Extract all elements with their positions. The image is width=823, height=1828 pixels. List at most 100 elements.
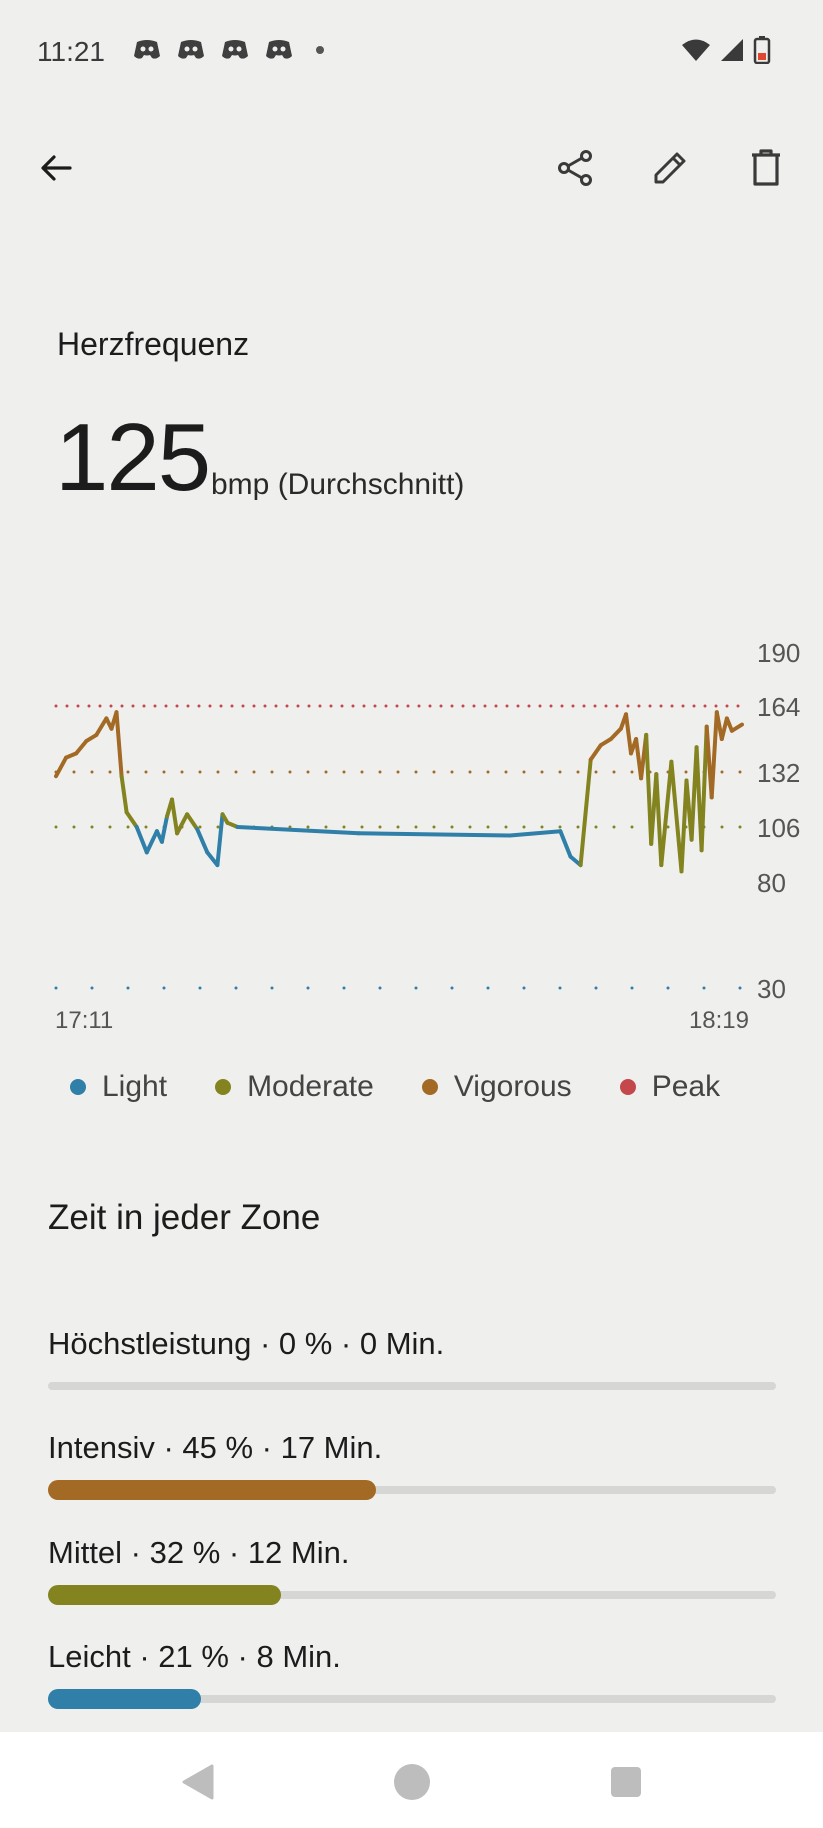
average-heart-rate-value: 125: [55, 404, 211, 511]
discord-icon: [222, 40, 248, 59]
edit-button[interactable]: [642, 140, 698, 196]
heart-rate-line-segment: [134, 825, 149, 855]
chart-legend: Light Moderate Vigorous Peak: [70, 1070, 768, 1104]
heart-rate-line-segment: [114, 710, 124, 779]
legend-item-peak: Peak: [619, 1070, 721, 1104]
heart-rate-line-segment: [624, 712, 633, 756]
y-tick-label: 164: [757, 692, 800, 722]
heart-rate-line-segment: [94, 716, 109, 737]
nav-recents-button[interactable]: [604, 1760, 648, 1804]
heart-rate-line-segment: [719, 716, 729, 741]
zone-progress-fill: [48, 1585, 281, 1605]
zone-progress-fill: [48, 1480, 376, 1500]
heart-rate-line-segment: [659, 759, 674, 868]
zone-progress-track: [48, 1585, 776, 1605]
legend-dot: [619, 1079, 636, 1095]
heart-rate-line-segment: [356, 831, 512, 838]
edit-pencil-icon: [654, 152, 686, 184]
heart-rate-line-segment: [144, 829, 159, 855]
zone-intensive: Intensiv · 45 % · 17 Min.: [48, 1430, 776, 1500]
y-tick-label: 80: [757, 868, 786, 898]
status-bar: 11:21: [0, 0, 823, 105]
heart-rate-line-segment: [679, 778, 689, 874]
toolbar: [0, 130, 823, 210]
heart-rate-line-segment: [119, 774, 129, 815]
heart-rate-line-segment: [195, 827, 210, 855]
nav-home-button[interactable]: [390, 1760, 434, 1804]
notification-icons: [132, 38, 324, 62]
heart-rate-chart[interactable]: 190 164 132 106 80 30 17:11 18:19: [0, 620, 823, 1040]
heart-rate-line-segment: [588, 743, 603, 762]
legend-dot: [421, 1079, 438, 1095]
system-icons: [681, 36, 771, 64]
heart-rate-line-segment: [608, 726, 623, 741]
legend-label: Peak: [651, 1070, 721, 1103]
legend-item-vigorous: Vigorous: [421, 1070, 572, 1104]
system-nav-bar: [0, 1732, 823, 1828]
zone-progress-track: [48, 1382, 776, 1390]
wifi-icon: [682, 39, 710, 61]
nav-home-icon: [394, 1764, 430, 1800]
zone-label: Intensiv · 45 % · 17 Min.: [48, 1430, 383, 1465]
discord-icon: [266, 40, 292, 59]
x-axis-start-label: 17:11: [55, 1007, 113, 1034]
heart-rate-line-segment: [185, 812, 200, 832]
heart-rate-line-segment: [729, 722, 744, 733]
zone-label: Höchstleistung · 0 % · 0 Min.: [48, 1326, 445, 1361]
y-tick-label: 132: [757, 758, 800, 788]
legend-label: Light: [102, 1070, 168, 1103]
zone-progress-track: [48, 1689, 776, 1709]
zone-progress-fill: [48, 1689, 201, 1709]
legend-label: Vigorous: [453, 1070, 572, 1103]
heart-rate-line-segment: [578, 757, 593, 868]
heart-rate-line-segment: [724, 716, 734, 733]
heart-rate-line-segment: [709, 710, 719, 800]
zone-light: Leicht · 21 % · 8 Min.: [48, 1639, 776, 1709]
zone-label: Mittel · 32 % · 12 Min.: [48, 1535, 350, 1570]
heart-rate-line-segment: [74, 739, 89, 756]
zone-moderate: Mittel · 32 % · 12 Min.: [48, 1535, 776, 1605]
average-heart-rate-unit: bmp (Durchschnitt): [211, 468, 465, 501]
heart-rate-line-segment: [54, 755, 69, 779]
heart-rate-line-segment: [124, 810, 139, 829]
x-axis-end-label: 18:19: [689, 1007, 749, 1034]
back-arrow-icon: [41, 155, 72, 181]
delete-trash-icon: [752, 149, 780, 186]
legend-label: Moderate: [247, 1070, 374, 1103]
nav-recents-icon: [611, 1767, 641, 1797]
legend-dot: [70, 1079, 86, 1095]
legend-dot: [215, 1079, 232, 1095]
share-icon: [558, 150, 592, 186]
zone-progress-track: [48, 1480, 776, 1500]
back-button[interactable]: [28, 140, 84, 196]
y-tick-label: 190: [757, 638, 800, 668]
heart-rate-line-segment: [508, 829, 563, 838]
delete-button[interactable]: [738, 140, 794, 196]
legend-item-light: Light: [70, 1070, 167, 1104]
zone-label: Leicht · 21 % · 8 Min.: [48, 1639, 341, 1674]
battery-low-icon: [753, 36, 771, 64]
heart-rate-line-segment: [669, 759, 684, 874]
discord-icon: [178, 40, 204, 59]
zone-peak: Höchstleistung · 0 % · 0 Min.: [48, 1326, 776, 1390]
status-time: 11:21: [37, 36, 105, 67]
share-button[interactable]: [547, 140, 603, 196]
heart-rate-line-segment: [558, 829, 573, 859]
signal-icon: [721, 39, 743, 61]
more-notifications-dot-icon: [316, 46, 324, 54]
heart-rate-line-segment: [699, 724, 709, 853]
nav-back-button[interactable]: [176, 1760, 220, 1804]
heart-rate-line-segment: [170, 797, 180, 836]
discord-icon: [134, 40, 160, 59]
y-tick-label: 106: [757, 813, 800, 843]
y-tick-label: 30: [757, 974, 786, 1004]
heart-rate-line-segment: [215, 812, 225, 868]
zones-title: Zeit in jeder Zone: [48, 1198, 321, 1237]
legend-item-moderate: Moderate: [215, 1070, 374, 1104]
heart-rate-line-segment: [175, 812, 190, 836]
heart-rate-line-segment: [235, 825, 361, 836]
metric-title: Herzfrequenz: [57, 326, 250, 362]
nav-back-icon: [182, 1764, 214, 1800]
heart-rate-line-segment: [159, 814, 169, 844]
heart-rate-line-segment: [654, 772, 664, 868]
